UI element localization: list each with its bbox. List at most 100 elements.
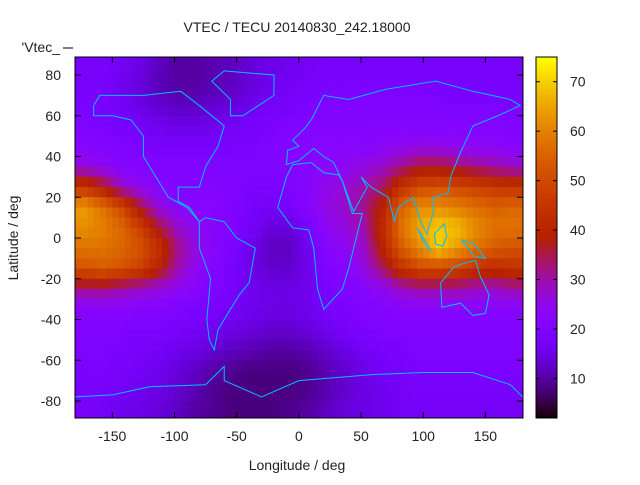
heatmap-cell (236, 238, 244, 249)
heatmap-cell (479, 105, 486, 117)
heatmap-cell (174, 105, 182, 117)
heatmap-cell (267, 136, 275, 147)
heatmap-cell (367, 125, 375, 137)
heatmap-cell (441, 75, 449, 86)
heatmap-cell (162, 57, 169, 66)
heatmap-cell (199, 411, 207, 418)
heatmap-cell (392, 309, 399, 321)
heatmap-cell (242, 390, 250, 402)
heatmap-cell (348, 411, 356, 418)
heatmap-cell (124, 95, 132, 107)
heatmap-cell (267, 227, 275, 239)
heatmap-cell (280, 360, 288, 372)
heatmap-cell (162, 146, 169, 158)
heatmap-cell (75, 75, 82, 86)
heatmap-cell (311, 75, 319, 86)
heatmap-cell (454, 64, 462, 76)
heatmap-cell (317, 136, 325, 147)
heatmap-cell (273, 238, 281, 249)
heatmap-cell (472, 136, 480, 147)
heatmap-cell (429, 319, 437, 331)
heatmap-cell (485, 125, 493, 137)
heatmap-cell (385, 187, 393, 198)
heatmap-cell (242, 360, 250, 372)
heatmap-cell (504, 380, 511, 392)
heatmap-cell (280, 278, 288, 290)
heatmap-cell (416, 350, 424, 361)
heatmap-cell (429, 156, 437, 168)
heatmap-cell (199, 299, 207, 310)
heatmap-cell (87, 156, 95, 168)
heatmap-cell (93, 339, 101, 351)
colorbar-segment (536, 321, 557, 326)
heatmap-cell (398, 146, 406, 158)
heatmap-cell (367, 268, 375, 280)
heatmap-cell (280, 390, 288, 402)
heatmap-cell (466, 95, 474, 107)
colorbar-tick-label: 70 (570, 74, 586, 90)
heatmap-cell (317, 268, 325, 280)
heatmap-cell (124, 350, 132, 361)
heatmap-cell (298, 390, 306, 402)
heatmap-cell (479, 319, 486, 331)
heatmap-cell (392, 95, 399, 107)
heatmap-cell (174, 329, 182, 341)
heatmap-cell (298, 146, 306, 158)
heatmap-cell (106, 319, 113, 331)
heatmap-cell (354, 248, 362, 259)
heatmap-cell (485, 309, 493, 321)
heatmap-cell (143, 390, 151, 402)
heatmap-cell (193, 268, 200, 280)
heatmap-cell (112, 309, 120, 321)
heatmap-cell (379, 329, 387, 341)
heatmap-cell (373, 339, 381, 351)
heatmap-cell (99, 207, 107, 219)
heatmap-cell (329, 350, 337, 361)
heatmap-cell (75, 187, 82, 198)
heatmap-cell (510, 350, 518, 361)
heatmap-cell (267, 299, 275, 310)
heatmap-cell (354, 299, 362, 310)
heatmap-cell (497, 288, 505, 300)
heatmap-cell (186, 360, 194, 372)
heatmap-cell (292, 268, 300, 280)
heatmap-cell (317, 329, 325, 341)
heatmap-cell (317, 380, 325, 392)
heatmap-cell (472, 350, 480, 361)
heatmap-cell (93, 146, 101, 158)
heatmap-cell (255, 156, 263, 168)
heatmap-cell (155, 207, 163, 219)
heatmap-cell (472, 166, 480, 178)
heatmap-cell (441, 136, 449, 147)
heatmap-cell (336, 339, 343, 351)
heatmap-cell (255, 187, 263, 198)
heatmap-cell (429, 75, 437, 86)
heatmap-cell (410, 136, 418, 147)
heatmap-cell (106, 238, 113, 249)
heatmap-cell (193, 136, 200, 147)
heatmap-cell (342, 136, 350, 147)
heatmap-cell (516, 105, 523, 117)
heatmap-cell (491, 125, 499, 137)
heatmap-cell (379, 75, 387, 86)
heatmap-cell (317, 288, 325, 300)
heatmap-cell (298, 166, 306, 178)
heatmap-cell (205, 176, 213, 188)
heatmap-cell (118, 380, 126, 392)
heatmap-cell (305, 146, 312, 158)
heatmap-cell (267, 176, 275, 188)
heatmap-cell (87, 207, 95, 219)
heatmap-cell (423, 319, 431, 331)
heatmap-cell (485, 105, 493, 117)
heatmap-cell (485, 75, 493, 86)
heatmap-cell (130, 75, 138, 86)
heatmap-cell (298, 115, 306, 127)
heatmap-cell (205, 390, 213, 402)
heatmap-cell (472, 238, 480, 249)
heatmap-cell (504, 176, 511, 188)
heatmap-cell (392, 329, 399, 341)
heatmap-cell (348, 329, 356, 341)
heatmap-cell (242, 278, 250, 290)
y-tick-label: -80 (41, 393, 61, 409)
heatmap-cell (448, 350, 455, 361)
